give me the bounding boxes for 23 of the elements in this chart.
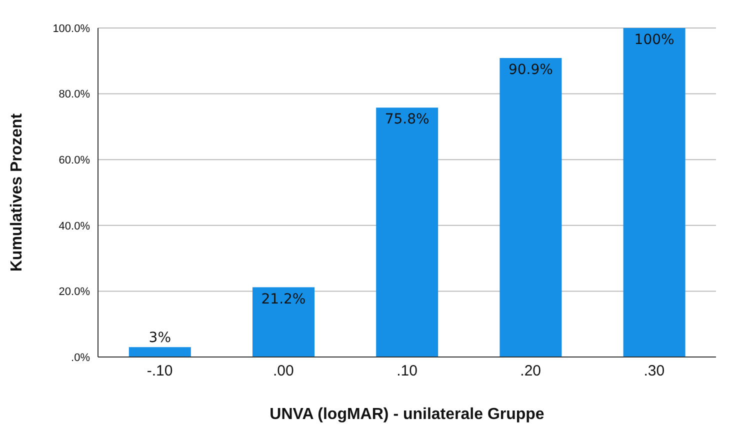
y-tick-label: .0% <box>71 352 90 364</box>
bar <box>252 287 314 357</box>
bar <box>500 58 562 357</box>
bar <box>376 108 438 357</box>
data-label: 90.9% <box>508 62 553 78</box>
x-tick-label: .00 <box>272 362 294 380</box>
data-label: 3% <box>148 330 172 346</box>
y-tick-label: 100.0% <box>52 22 90 35</box>
y-tick-label: 80.0% <box>58 88 90 101</box>
x-tick-label: -.10 <box>146 362 173 380</box>
x-tick-label: .10 <box>396 362 418 380</box>
data-label: 75.8% <box>384 112 430 128</box>
x-tick-label: .30 <box>644 362 665 380</box>
y-tick-label: 20.0% <box>58 286 90 298</box>
x-axis-title: UNVA (logMAR) - unilaterale Gruppe <box>270 406 544 423</box>
y-tick-label: 60.0% <box>58 154 90 167</box>
data-label: 100% <box>634 32 674 48</box>
bar <box>623 28 686 357</box>
x-tick-label: .20 <box>520 362 542 380</box>
y-axis-title: Kumulatives Prozent <box>8 112 26 272</box>
data-label: 21.2% <box>261 291 306 308</box>
bar <box>128 347 191 357</box>
y-tick-label: 40.0% <box>58 220 90 232</box>
